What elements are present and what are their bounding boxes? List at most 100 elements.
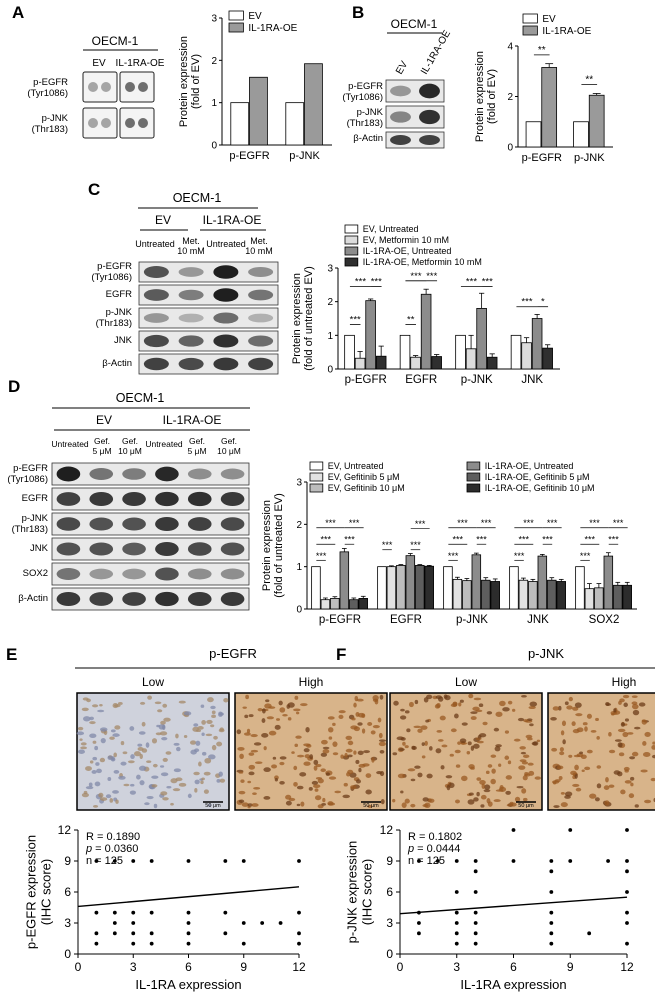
blot-background <box>138 284 279 306</box>
cell-nucleus <box>112 733 120 737</box>
dot-blot-box <box>82 71 118 103</box>
cell-nucleus <box>94 781 101 787</box>
cell-nucleus <box>379 771 385 777</box>
panel-letter: D <box>8 377 20 396</box>
scatter-point <box>454 931 459 936</box>
blot-band <box>187 517 212 531</box>
cell-nucleus <box>605 703 612 706</box>
blot-strip <box>138 307 279 329</box>
cell-nucleus <box>85 786 94 790</box>
cell-nucleus <box>371 757 375 763</box>
cell-nucleus <box>566 705 573 710</box>
label-line: Gef. <box>221 436 237 446</box>
blot-row-label: JNK <box>114 335 133 346</box>
bar-chart-D: 0 1 2 3 p-EGFR EGFR p-JNK JNK SOX2 Protein expres… <box>261 478 637 626</box>
cell-nucleus <box>559 751 565 756</box>
cell-nucleus <box>211 710 216 715</box>
cell-nucleus <box>504 755 510 760</box>
label-line: (IHC score) <box>39 859 54 925</box>
cell-nucleus <box>514 796 521 802</box>
blot-band <box>248 335 274 347</box>
cell-nucleus <box>245 694 249 700</box>
lane-label: Untreated <box>206 239 246 249</box>
y-axis-label: p-EGFR expression(IHC score) <box>24 835 54 949</box>
cell-nucleus <box>96 768 102 774</box>
blot-row-label: EGFR <box>22 493 49 504</box>
cell-nucleus <box>487 764 493 768</box>
blot-band <box>155 466 179 482</box>
bar <box>285 102 305 146</box>
cell-nucleus <box>552 780 560 784</box>
label-line: Gef. <box>122 436 138 446</box>
blot-band <box>419 135 440 145</box>
cell-nucleus <box>153 803 158 809</box>
blot-band <box>143 357 169 371</box>
bar <box>304 63 323 146</box>
cell-nucleus <box>651 754 655 759</box>
cell-nucleus <box>531 741 538 746</box>
cell-nucleus <box>218 771 223 777</box>
cell-nucleus <box>398 748 405 751</box>
label-line: p-EGFR <box>13 463 48 474</box>
label-line: (Thr183) <box>347 118 383 129</box>
bar <box>588 94 605 148</box>
blot-band <box>56 492 81 506</box>
cell-nucleus <box>421 755 426 759</box>
cell-nucleus <box>586 749 593 754</box>
cell-nucleus <box>624 718 630 722</box>
cell-nucleus <box>604 800 610 806</box>
cell-nucleus <box>455 799 460 804</box>
cell-nucleus <box>374 699 379 705</box>
cell-nucleus <box>141 748 148 753</box>
panel-letter: F <box>336 645 346 664</box>
cell-nucleus <box>468 792 474 796</box>
cell-nucleus <box>454 749 461 754</box>
scatter-point <box>549 859 554 863</box>
cell-nucleus <box>414 765 421 769</box>
cell-nucleus <box>201 732 205 737</box>
y-tick-label: 0 <box>296 605 302 616</box>
significance-label: *** <box>476 535 487 545</box>
cell-nucleus <box>494 746 501 752</box>
cell-nucleus <box>151 784 158 788</box>
panel-letter: C <box>88 180 100 199</box>
cell-nucleus <box>422 803 429 808</box>
stat-annotation: n = 125 <box>408 855 445 867</box>
cell-nucleus <box>205 733 213 737</box>
cell-nucleus <box>594 797 600 802</box>
cell-nucleus <box>86 698 91 703</box>
cell-nucleus <box>272 756 277 760</box>
cell-nucleus <box>219 727 224 732</box>
scatter-point <box>297 910 301 915</box>
cell-nucleus <box>408 701 414 708</box>
ihc-level-label: High <box>299 675 324 689</box>
cell-nucleus <box>257 707 263 712</box>
cell-nucleus <box>123 783 130 787</box>
scatter-point <box>131 931 136 936</box>
cell-line-label: OECM-1 <box>116 391 165 405</box>
lane-label: Untreated <box>135 239 175 249</box>
cell-nucleus <box>151 775 159 779</box>
scatter-point <box>94 910 99 915</box>
cell-nucleus <box>367 804 373 808</box>
bar <box>490 581 500 610</box>
significance-label: *** <box>453 535 464 545</box>
blot-band <box>89 568 114 580</box>
cell-nucleus <box>291 751 295 754</box>
blot-band <box>155 516 179 532</box>
scatter-point <box>186 931 191 936</box>
cell-nucleus <box>107 776 112 781</box>
label-line: p-JNK <box>106 307 133 318</box>
y-axis-label: Protein expression(fold of EV) <box>474 51 498 142</box>
label-line: Protein expression <box>474 51 486 142</box>
significance-label: *** <box>608 535 619 545</box>
legend-label: EV <box>542 14 556 25</box>
significance-label: *** <box>371 277 382 288</box>
legend-swatch <box>344 235 359 245</box>
cell-nucleus <box>357 712 365 718</box>
cell-nucleus <box>505 775 513 780</box>
scatter-point <box>297 931 301 936</box>
cell-nucleus <box>156 724 160 728</box>
cell-nucleus <box>523 719 529 723</box>
